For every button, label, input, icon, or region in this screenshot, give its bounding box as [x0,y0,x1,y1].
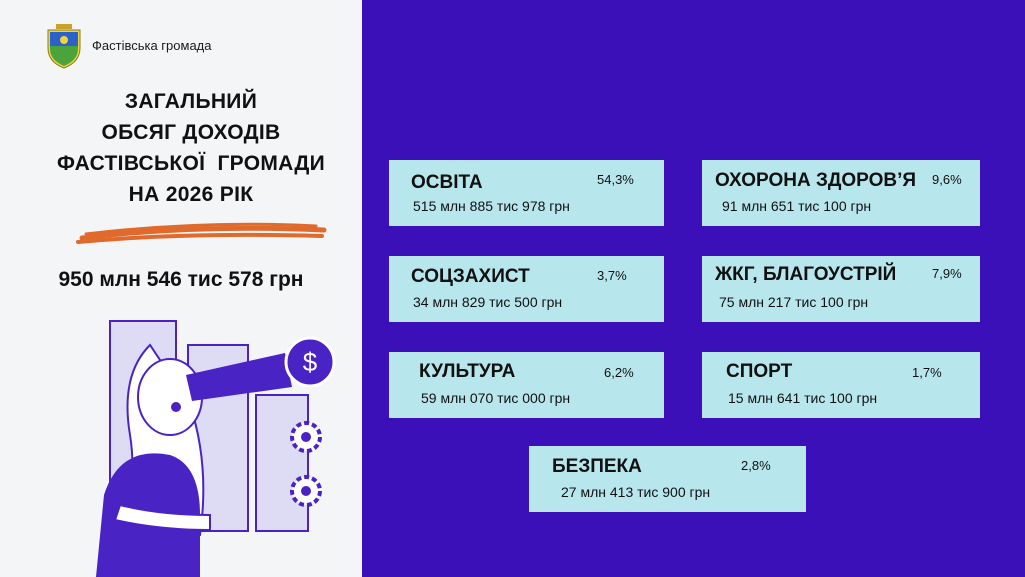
category-amount: 27 млн 413 тис 900 грн [561,484,711,500]
category-card-culture: КУЛЬТУРА 6,2% 59 млн 070 тис 000 грн [389,352,664,418]
category-name: СОЦЗАХИСТ [411,266,530,287]
category-amount: 75 млн 217 тис 100 грн [719,294,869,310]
coat-of-arms-icon [47,24,81,69]
category-card-health: ОХОРОНА ЗДОРОВ’Я 9,6% 91 млн 651 тис 100… [702,160,980,226]
category-amount: 59 млн 070 тис 000 грн [421,390,571,406]
category-amount: 91 млн 651 тис 100 грн [722,198,872,214]
category-card-security: БЕЗПЕКА 2,8% 27 млн 413 тис 900 грн [529,446,806,512]
category-percent: 1,7% [912,365,942,380]
svg-text:$: $ [303,347,318,377]
category-card-social: СОЦЗАХИСТ 3,7% 34 млн 829 тис 500 грн [389,256,664,322]
category-percent: 6,2% [604,365,634,380]
category-percent: 9,6% [932,172,962,187]
category-name: КУЛЬТУРА [419,361,516,382]
category-card-education: ОСВІТА 54,3% 515 млн 885 тис 978 грн [389,160,664,226]
category-amount: 15 млн 641 тис 100 грн [728,390,878,406]
title-line: ОБСЯГ ДОХОДІВ [101,121,281,144]
title-line: ФАСТІВСЬКОЇ ГРОМАДИ [56,152,326,175]
category-card-housing: ЖКГ, БЛАГОУСТРІЙ 7,9% 75 млн 217 тис 100… [702,256,980,322]
left-panel: Фастівська громада ЗАГАЛЬНИЙ ОБСЯГ ДОХОД… [0,0,362,577]
category-name: БЕЗПЕКА [552,456,642,477]
total-amount: 950 млн 546 тис 578 грн [58,268,304,291]
decorative-brush-stroke [76,222,327,244]
category-card-sport: СПОРТ 1,7% 15 млн 641 тис 100 грн [702,352,980,418]
page-title: ЗАГАЛЬНИЙ ОБСЯГ ДОХОДІВ ФАСТІВСЬКОЇ ГРОМ… [30,86,352,210]
categories-panel: ОСВІТА 54,3% 515 млн 885 тис 978 грн ОХО… [362,0,1025,577]
category-amount: 34 млн 829 тис 500 грн [413,294,563,310]
category-percent: 3,7% [597,268,627,283]
title-line: ЗАГАЛЬНИЙ [124,90,258,113]
org-name: Фастівська громада [92,38,212,53]
category-name: СПОРТ [726,361,793,382]
woman-telescope-illustration: $ [96,320,336,577]
category-percent: 54,3% [597,172,634,187]
category-name: ОСВІТА [411,172,483,193]
category-name: ОХОРОНА ЗДОРОВ’Я [715,170,917,191]
category-amount: 515 млн 885 тис 978 грн [413,198,570,214]
category-percent: 2,8% [741,458,771,473]
category-name: ЖКГ, БЛАГОУСТРІЙ [715,264,897,285]
category-percent: 7,9% [932,266,962,281]
title-line: НА 2026 РІК [128,183,254,206]
